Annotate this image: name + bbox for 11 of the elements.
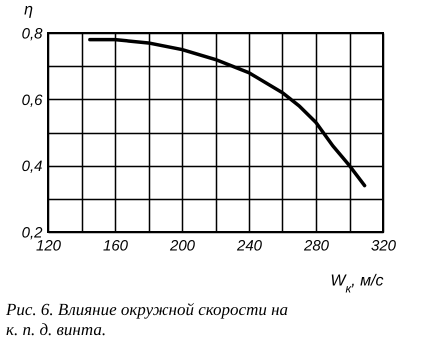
y-tick-label: 0,6 xyxy=(22,92,44,109)
text: Рис. 6. Влияние окружной скорости на к. п. д. винта. xyxy=(5,300,288,339)
x-axis-title: W$_{к}$, м/с xyxy=(330,272,384,296)
x-tick-label: 160 xyxy=(102,238,129,254)
y-axis-title: η xyxy=(24,2,34,18)
y-tick-label: 0,4 xyxy=(22,158,42,176)
y-tick-label: 0,8 xyxy=(22,26,44,42)
x-tick-label: 280 xyxy=(302,238,330,254)
x-tick-label: 240 xyxy=(236,238,263,254)
x-tick-label: 200 xyxy=(168,238,196,254)
x-tick-label: 320 xyxy=(370,238,397,254)
